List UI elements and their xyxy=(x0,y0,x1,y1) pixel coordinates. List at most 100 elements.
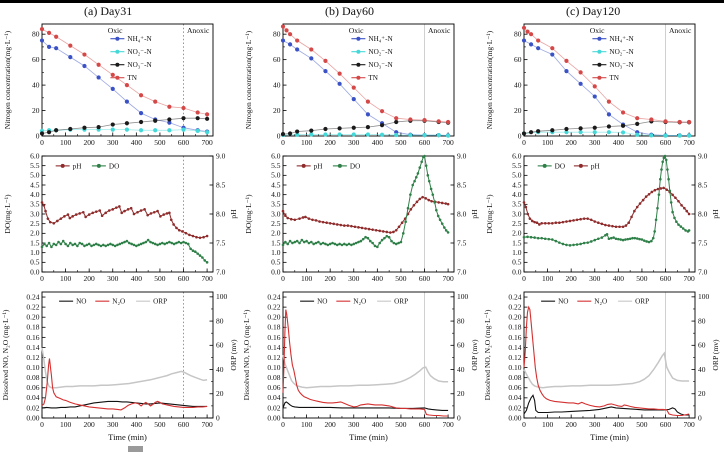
svg-text:8.5: 8.5 xyxy=(216,180,226,189)
svg-text:200: 200 xyxy=(84,420,96,429)
svg-text:Dissolved NO, N₂O (mg·L⁻¹): Dissolved NO, N₂O (mg·L⁻¹) xyxy=(1,309,10,400)
svg-text:0.22: 0.22 xyxy=(508,303,521,312)
svg-text:40: 40 xyxy=(32,80,40,89)
plot-a-nitrogen: 0 100 200 300 400 500 600 700 0 20 40 60 80 Nitrogen … xyxy=(3,23,214,147)
svg-text:pH: pH xyxy=(470,209,479,219)
svg-text:NO: NO xyxy=(76,298,86,306)
svg-text:0.12: 0.12 xyxy=(508,353,521,362)
plot-a-no-n2o: 0 100 200 300 400 500 600 7000.000.020.040.060.… xyxy=(1,291,238,442)
svg-text:0.04: 0.04 xyxy=(26,393,39,402)
svg-text:4.0: 4.0 xyxy=(30,190,40,199)
svg-text:80: 80 xyxy=(514,30,522,39)
svg-text:0: 0 xyxy=(36,131,40,140)
svg-text:8.0: 8.0 xyxy=(698,209,708,218)
svg-text:Oxic: Oxic xyxy=(349,26,364,35)
svg-text:0.04: 0.04 xyxy=(267,393,280,402)
svg-text:0.06: 0.06 xyxy=(267,383,280,392)
svg-text:Anoxic: Anoxic xyxy=(187,26,210,35)
svg-text:pH: pH xyxy=(73,162,82,170)
svg-text:60: 60 xyxy=(457,341,465,350)
svg-text:700: 700 xyxy=(442,138,454,147)
svg-text:500: 500 xyxy=(636,138,648,147)
svg-text:5.0: 5.0 xyxy=(512,171,522,180)
svg-text:NO₃⁻-N: NO₃⁻-N xyxy=(127,61,152,69)
svg-text:0.14: 0.14 xyxy=(508,343,521,352)
svg-text:pH: pH xyxy=(229,209,238,219)
svg-text:4.5: 4.5 xyxy=(512,180,522,189)
svg-text:40: 40 xyxy=(273,80,281,89)
svg-text:0: 0 xyxy=(457,413,461,422)
svg-text:2.0: 2.0 xyxy=(271,229,281,238)
svg-text:1.0: 1.0 xyxy=(30,248,40,257)
svg-text:500: 500 xyxy=(395,138,407,147)
svg-text:Anoxic: Anoxic xyxy=(669,26,692,35)
svg-text:0.24: 0.24 xyxy=(26,292,39,301)
svg-text:0.08: 0.08 xyxy=(267,373,280,382)
svg-text:3.5: 3.5 xyxy=(271,200,281,209)
svg-text:7.0: 7.0 xyxy=(457,267,467,276)
plot-c-ph-do: 0 100 200 300 400 500 600 700 0.00.51.01.52.02.5… xyxy=(485,151,720,283)
svg-text:80: 80 xyxy=(32,30,40,39)
svg-text:60: 60 xyxy=(273,55,281,64)
svg-text:0.18: 0.18 xyxy=(267,323,280,332)
svg-text:100: 100 xyxy=(301,138,313,147)
svg-text:300: 300 xyxy=(589,420,601,429)
svg-text:100: 100 xyxy=(457,292,469,301)
svg-text:300: 300 xyxy=(589,138,601,147)
svg-text:100: 100 xyxy=(542,274,554,283)
svg-text:100: 100 xyxy=(216,292,228,301)
svg-text:Anoxic: Anoxic xyxy=(428,26,451,35)
svg-text:Time (min): Time (min) xyxy=(590,432,629,442)
svg-text:60: 60 xyxy=(32,55,40,64)
svg-text:0.08: 0.08 xyxy=(508,373,521,382)
svg-text:700: 700 xyxy=(683,138,695,147)
svg-text:NO₃⁻-N: NO₃⁻-N xyxy=(368,61,393,69)
svg-text:8.0: 8.0 xyxy=(216,209,226,218)
plot-b-no-n2o-orp: 0 100 200 300 400 500 600 7000.000.020.040.060.… xyxy=(242,291,479,442)
svg-text:Nitrogen concentration(mg·L⁻¹): Nitrogen concentration(mg·L⁻¹) xyxy=(244,30,253,129)
svg-text:500: 500 xyxy=(395,420,407,429)
svg-text:1.0: 1.0 xyxy=(512,248,522,257)
svg-text:NO: NO xyxy=(558,298,568,306)
svg-text:ORP (mv): ORP (mv) xyxy=(711,339,720,371)
svg-text:300: 300 xyxy=(348,138,360,147)
svg-text:2.5: 2.5 xyxy=(30,219,40,228)
svg-text:0.06: 0.06 xyxy=(508,383,521,392)
svg-text:1.5: 1.5 xyxy=(30,238,40,247)
svg-text:8.5: 8.5 xyxy=(698,180,708,189)
svg-text:5.5: 5.5 xyxy=(271,161,281,170)
plot-c-no-n2o: 0 100 200 300 400 500 600 7000.000.020.040.060.… xyxy=(483,291,720,442)
svg-text:Time (min): Time (min) xyxy=(108,432,147,442)
svg-text:0.18: 0.18 xyxy=(26,323,39,332)
panel-title-a: (a) Day31 xyxy=(84,4,133,18)
svg-text:DO(mg·L⁻¹): DO(mg·L⁻¹) xyxy=(485,194,494,234)
svg-text:600: 600 xyxy=(419,138,431,147)
svg-text:700: 700 xyxy=(201,274,213,283)
svg-text:0: 0 xyxy=(40,274,44,283)
svg-text:1.5: 1.5 xyxy=(271,238,281,247)
svg-text:0.14: 0.14 xyxy=(267,343,280,352)
svg-text:0.22: 0.22 xyxy=(267,303,280,312)
svg-text:pH: pH xyxy=(711,209,720,219)
svg-text:0: 0 xyxy=(281,420,285,429)
svg-text:100: 100 xyxy=(698,292,710,301)
svg-text:0.16: 0.16 xyxy=(508,333,521,342)
svg-text:300: 300 xyxy=(107,274,119,283)
svg-text:0.06: 0.06 xyxy=(26,383,39,392)
svg-text:0.20: 0.20 xyxy=(26,313,39,322)
svg-text:600: 600 xyxy=(419,420,431,429)
svg-text:600: 600 xyxy=(660,274,672,283)
column-day120: (c) Day120 0 100 200 300 400 500 600 700 0 20 40 60… xyxy=(482,3,723,445)
svg-text:500: 500 xyxy=(154,274,166,283)
svg-text:6.0: 6.0 xyxy=(271,151,281,160)
svg-text:pH: pH xyxy=(314,162,323,170)
svg-text:0.24: 0.24 xyxy=(508,292,521,301)
svg-text:0.12: 0.12 xyxy=(26,353,39,362)
svg-text:700: 700 xyxy=(201,420,213,429)
svg-text:Nitrogen concentration(mg·L⁻¹): Nitrogen concentration(mg·L⁻¹) xyxy=(3,30,12,129)
svg-text:200: 200 xyxy=(325,138,337,147)
svg-text:Oxic: Oxic xyxy=(108,26,123,35)
svg-text:7.5: 7.5 xyxy=(216,238,226,247)
plot-a-nitrogen: 0 100 200 300 400 500 600 700 0 20 40 60 80 Nitrogen … xyxy=(3,23,214,147)
svg-text:3.5: 3.5 xyxy=(30,200,40,209)
